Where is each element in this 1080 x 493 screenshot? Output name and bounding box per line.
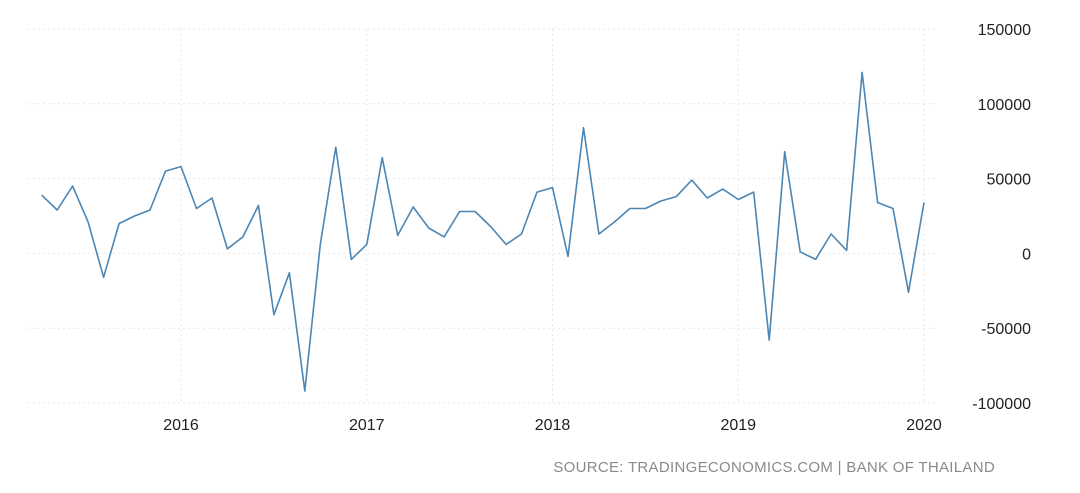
line-chart: 150000 100000 50000 0 -50000 -100000 2016 2017… [28, 22, 1031, 434]
y-tick-label: -50000 [981, 321, 1031, 338]
x-axis-ticks: 2016 2017 2018 2019 2020 [163, 417, 942, 434]
y-tick-label: 100000 [978, 97, 1031, 114]
x-tick-label: 2017 [349, 417, 385, 434]
y-tick-label: 50000 [987, 172, 1032, 189]
y-tick-label: 150000 [978, 22, 1031, 39]
x-tick-label: 2016 [163, 417, 199, 434]
x-tick-label: 2018 [535, 417, 571, 434]
y-tick-label: -100000 [972, 396, 1031, 413]
x-tick-label: 2020 [906, 417, 942, 434]
x-tick-label: 2019 [720, 417, 756, 434]
y-axis-ticks: 150000 100000 50000 0 -50000 -100000 [972, 22, 1031, 413]
y-tick-label: 0 [1022, 246, 1031, 263]
source-caption: SOURCE: TRADINGECONOMICS.COM | BANK OF T… [553, 459, 995, 476]
series-line [41, 71, 925, 392]
grid-lines [28, 28, 935, 404]
